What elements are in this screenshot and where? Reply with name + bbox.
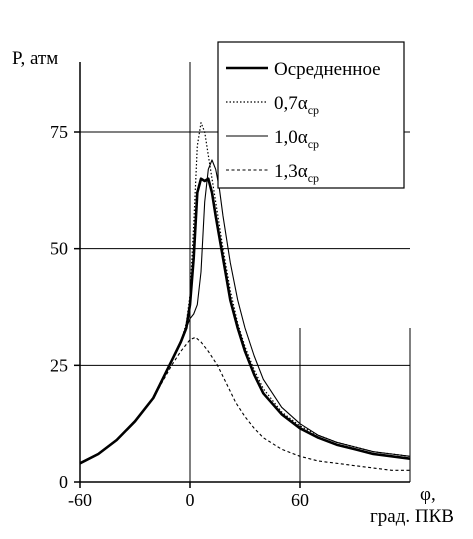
x-axis-label-line2: град. ПКВ bbox=[370, 506, 454, 527]
x-axis-label-line1: φ, bbox=[420, 484, 436, 505]
legend-label-0: Осредненное bbox=[274, 59, 381, 80]
y-tick-label: 50 bbox=[50, 239, 68, 259]
x-tick-label: 0 bbox=[186, 490, 195, 510]
legend-box bbox=[217, 41, 405, 189]
y-tick-label: 75 bbox=[50, 122, 68, 142]
legend-label-2: 1,0αср bbox=[274, 127, 319, 151]
legend-label-1: 0,7αср bbox=[274, 93, 319, 117]
legend: Осредненное 0,7αср 1,0αср 1,3αср bbox=[217, 41, 405, 189]
series-line-3 bbox=[79, 336, 410, 471]
series-line-2 bbox=[79, 159, 411, 464]
legend-label-3: 1,3αср bbox=[274, 161, 319, 185]
y-axis-label: P, атм bbox=[12, 48, 58, 69]
x-tick-label: 60 bbox=[291, 490, 309, 510]
x-tick-label: -60 bbox=[68, 490, 92, 510]
y-tick-label: 25 bbox=[50, 355, 68, 375]
axes bbox=[74, 62, 410, 488]
y-tick-label: 0 bbox=[59, 472, 68, 492]
series-line-0 bbox=[79, 177, 411, 465]
